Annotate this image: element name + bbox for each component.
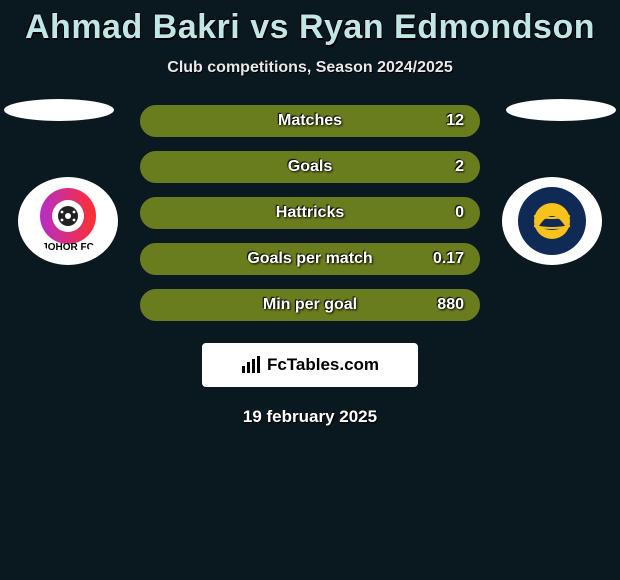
stat-label: Matches [278, 112, 342, 130]
stat-row: Goals 2 [140, 151, 480, 183]
vs-label: vs [250, 8, 289, 46]
stat-label: Goals per match [247, 250, 372, 268]
stat-value: 2 [455, 158, 464, 176]
stat-list: Matches 12 Goals 2 Hattricks 0 Goals per match… [140, 105, 480, 321]
content-row: JOHOR FC Matches 12 Goals 2 Hattricks 0 Goals … [0, 105, 620, 321]
stat-value: 0.17 [433, 250, 464, 268]
johor-fc-logo-icon: JOHOR FC [33, 186, 103, 256]
bar-chart-icon [241, 356, 261, 374]
player-right-name: Ryan Edmondson [299, 8, 595, 46]
right-oval-shadow [506, 99, 616, 121]
player-left-name: Ahmad Bakri [25, 8, 240, 46]
stat-row: Hattricks 0 [140, 197, 480, 229]
right-club-badge [502, 177, 602, 265]
svg-text:JOHOR FC: JOHOR FC [42, 242, 94, 253]
stat-row: Goals per match 0.17 [140, 243, 480, 275]
stat-value: 12 [446, 112, 464, 130]
stat-value: 0 [455, 204, 464, 222]
left-club-badge: JOHOR FC [18, 177, 118, 265]
mariners-logo-icon [517, 186, 587, 256]
subtitle: Club competitions, Season 2024/2025 [0, 59, 620, 77]
stat-label: Min per goal [263, 296, 357, 314]
stat-label: Hattricks [276, 204, 344, 222]
brand-badge: FcTables.com [202, 343, 418, 387]
left-oval-shadow [4, 99, 114, 121]
brand-text: FcTables.com [267, 355, 379, 375]
infographic-root: Ahmad Bakri vs Ryan Edmondson Club compe… [0, 0, 620, 427]
stat-value: 880 [437, 296, 464, 314]
stat-row: Min per goal 880 [140, 289, 480, 321]
stat-row: Matches 12 [140, 105, 480, 137]
page-title: Ahmad Bakri vs Ryan Edmondson [0, 6, 620, 53]
stat-label: Goals [288, 158, 332, 176]
date-label: 19 february 2025 [0, 407, 620, 427]
